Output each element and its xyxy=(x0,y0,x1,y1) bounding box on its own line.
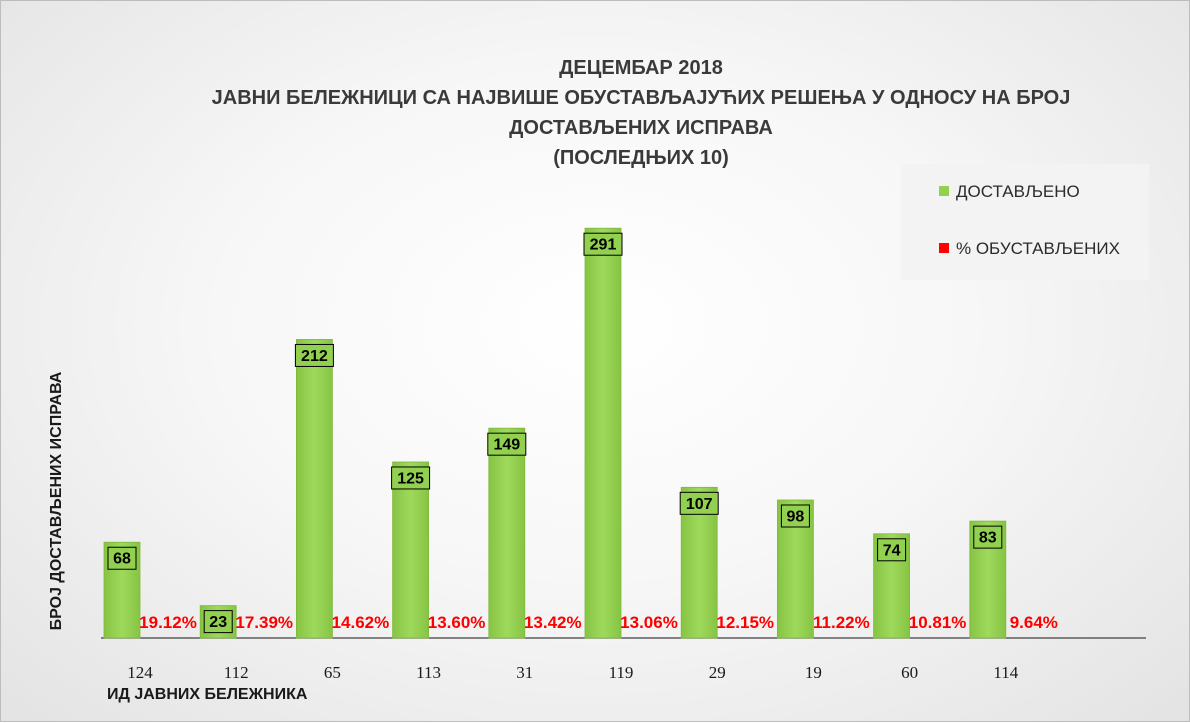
value-label-114: 83 xyxy=(973,525,1003,549)
value-label-text-114: 83 xyxy=(979,530,997,547)
value-label-text-65: 212 xyxy=(301,348,328,365)
chart-title: ДЕЦЕМБАР 2018 ЈАВНИ БЕЛЕЖНИЦИ СА НАЈВИШЕ… xyxy=(191,53,1091,173)
chart-title-line-4: (ПОСЛЕДЊИХ 10) xyxy=(553,147,729,169)
value-label-box-119 xyxy=(583,232,623,256)
value-label-text-124: 68 xyxy=(113,551,131,568)
chart-title-line-2: ЈАВНИ БЕЛЕЖНИЦИ СА НАЈВИШЕ ОБУСТАВЉАЈУЋИ… xyxy=(211,87,1071,109)
value-label-text-112: 23 xyxy=(209,614,227,631)
category-label-119: 119 xyxy=(609,663,634,682)
value-label-box-65 xyxy=(294,343,334,367)
value-label-65: 212 xyxy=(294,343,334,367)
x-axis-title: ИД ЈАВНИХ БЕЛЕЖНИКА xyxy=(107,686,308,703)
value-label-112: 23 xyxy=(203,610,233,634)
value-label-text-113: 125 xyxy=(397,470,424,487)
value-label-113: 125 xyxy=(391,466,431,490)
category-label-29: 29 xyxy=(709,663,726,682)
legend-swatch-delivered xyxy=(939,185,949,196)
value-label-box-29 xyxy=(679,491,719,515)
value-label-60: 74 xyxy=(877,538,907,562)
bar-delivered-113 xyxy=(392,461,430,639)
legend: ДОСТАВЉЕНО % ОБУСТАВЉЕНИХ xyxy=(901,164,1149,280)
bar-delivered-119 xyxy=(584,227,622,639)
value-label-text-19: 98 xyxy=(787,508,805,525)
percent-label-29: 12.15% xyxy=(716,613,774,632)
value-label-text-60: 74 xyxy=(883,542,901,559)
value-label-box-60 xyxy=(877,538,907,562)
bar-delivered-31 xyxy=(488,427,526,639)
value-label-box-31 xyxy=(487,432,527,456)
category-label-114: 114 xyxy=(993,663,1018,682)
value-label-box-112 xyxy=(203,610,233,634)
category-label-112: 112 xyxy=(224,663,249,682)
value-label-box-113 xyxy=(391,466,431,490)
percent-label-19: 11.22% xyxy=(813,613,870,632)
category-label-124: 124 xyxy=(127,663,153,682)
chart-title-line-3: ДОСТАВЉЕНИХ ИСПРАВА xyxy=(509,117,773,139)
value-label-box-19 xyxy=(780,504,810,528)
chart-title-line-1: ДЕЦЕМБАР 2018 xyxy=(559,57,723,79)
value-label-box-114 xyxy=(973,525,1003,549)
value-label-text-119: 291 xyxy=(590,237,617,254)
category-label-19: 19 xyxy=(805,663,822,682)
category-label-31: 31 xyxy=(516,663,533,682)
bar-delivered-65 xyxy=(295,339,333,639)
legend-label-delivered: ДОСТАВЉЕНО xyxy=(956,182,1080,201)
percent-label-119: 13.06% xyxy=(620,613,678,632)
value-label-119: 291 xyxy=(583,232,623,256)
value-label-29: 107 xyxy=(679,491,719,515)
value-label-31: 149 xyxy=(487,432,527,456)
percent-label-60: 10.81% xyxy=(909,613,967,632)
value-label-19: 98 xyxy=(780,504,810,528)
percent-label-124: 19.12% xyxy=(139,613,197,632)
legend-item-delivered: ДОСТАВЉЕНО xyxy=(939,182,1080,202)
legend-swatch-suspended-percent xyxy=(939,242,949,253)
category-label-65: 65 xyxy=(324,663,341,682)
category-label-113: 113 xyxy=(416,663,441,682)
value-label-text-29: 107 xyxy=(686,496,713,513)
percent-label-31: 13.42% xyxy=(524,613,582,632)
category-label-60: 60 xyxy=(901,663,918,682)
percent-label-65: 14.62% xyxy=(332,613,390,632)
value-label-text-31: 149 xyxy=(493,437,520,454)
percent-label-112: 17.39% xyxy=(235,613,293,632)
percent-label-113: 13.60% xyxy=(428,613,486,632)
percent-label-114: 9.64% xyxy=(1010,613,1058,632)
value-label-box-124 xyxy=(107,546,137,570)
value-label-124: 68 xyxy=(107,546,137,570)
legend-label-suspended-percent: % ОБУСТАВЉЕНИХ xyxy=(956,239,1120,258)
legend-item-suspended-percent: % ОБУСТАВЉЕНИХ xyxy=(939,239,1120,259)
